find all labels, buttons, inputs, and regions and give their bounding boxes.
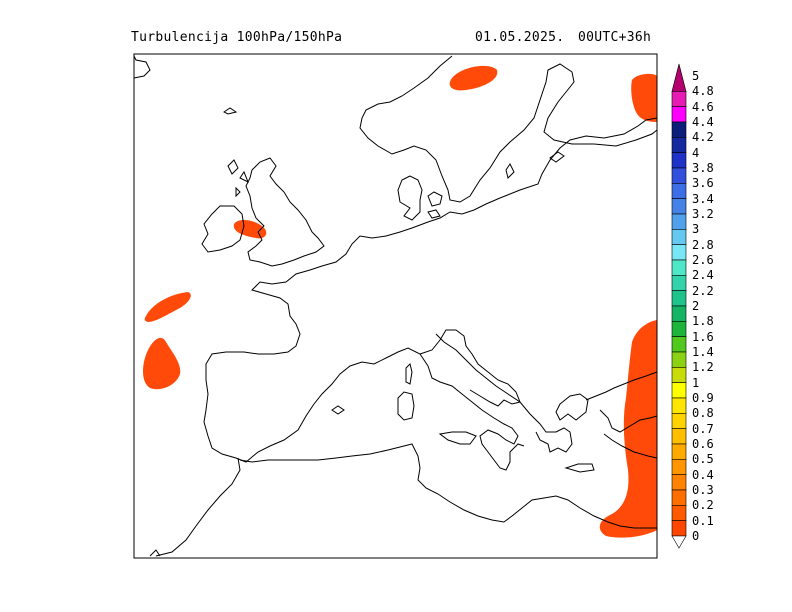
colorbar-band <box>671 351 687 368</box>
colorbar-band <box>671 367 687 383</box>
coast-hebrides <box>227 159 249 198</box>
map-frame <box>133 53 658 559</box>
colorbar <box>671 63 687 549</box>
colorbar-label: 2.2 <box>692 283 714 298</box>
colorbar-label: 1 <box>692 375 700 390</box>
coast-balkans <box>435 333 589 453</box>
colorbar-band <box>671 91 687 107</box>
colorbar-band <box>671 137 687 153</box>
colorbar-label: 0.4 <box>692 467 714 482</box>
colorbar-label: 3 <box>692 222 700 237</box>
colorbar-band <box>671 474 687 491</box>
colorbar-label: 2.6 <box>692 253 714 267</box>
coast-sardinia <box>397 391 415 421</box>
coast-ireland <box>201 205 245 253</box>
turbulence-area-baltic-east <box>631 73 657 122</box>
colorbar-band <box>671 489 687 506</box>
colorbar-label: 3.6 <box>692 176 714 191</box>
colorbar-band <box>671 259 687 276</box>
colorbar-band <box>671 459 687 475</box>
coast-italy <box>419 329 521 407</box>
colorbar-label: 1.8 <box>692 314 714 329</box>
colorbar-band <box>671 213 687 230</box>
turbulence-area-atlantic-north <box>144 292 191 322</box>
colorbar-band <box>671 229 687 245</box>
colorbar-label: 2.4 <box>692 268 714 283</box>
coast-north-africa <box>155 443 657 557</box>
coast-aegean-turkey <box>585 371 658 459</box>
colorbar-band <box>671 275 687 291</box>
turbulence-areas <box>143 65 657 538</box>
colorbar-label: 0.7 <box>692 421 714 436</box>
colorbar-label: 0 <box>692 529 700 543</box>
colorbar-label: 3.2 <box>692 207 714 221</box>
colorbar-label: 0.3 <box>692 483 714 497</box>
colorbar-band <box>671 443 687 460</box>
coast-france-iberia <box>203 235 525 471</box>
coast-sicily <box>438 431 477 445</box>
colorbar-label: 0.5 <box>692 452 714 467</box>
colorbar-label: 5 <box>692 69 700 83</box>
forecast-date: 01.05.2025. <box>475 30 565 45</box>
colorbar-band <box>671 121 687 138</box>
coast-denmark <box>397 175 423 221</box>
colorbar-band <box>671 305 687 322</box>
turbulence-area-atlantic-south <box>143 337 181 390</box>
colorbar-band <box>671 428 687 445</box>
colorbar-band <box>671 244 687 261</box>
coast-corsica <box>405 363 413 385</box>
colorbar-label: 0.1 <box>692 513 714 528</box>
colorbar-label: 3.8 <box>692 161 714 175</box>
coast-crete <box>564 463 595 473</box>
chart-title: Turbulencija 100hPa/150hPa <box>131 30 343 45</box>
colorbar-band <box>671 321 687 337</box>
colorbar-label: 4.8 <box>692 84 714 99</box>
colorbar-band <box>671 106 687 123</box>
colorbar-label: 1.2 <box>692 360 714 375</box>
colorbar-band <box>671 198 687 215</box>
colorbar-label: 0.6 <box>692 437 714 451</box>
colorbar-label: 0.2 <box>692 498 714 513</box>
coastlines <box>133 55 658 557</box>
coast-norway-north <box>133 55 151 79</box>
colorbar-label: 1.6 <box>692 329 714 344</box>
colorbar-label: 2 <box>692 299 700 313</box>
colorbar-under-triangle <box>671 535 687 549</box>
colorbar-band <box>671 183 687 199</box>
colorbar-band <box>671 167 687 184</box>
coast-gotland <box>505 163 515 179</box>
colorbar-band <box>671 505 687 521</box>
colorbar-band <box>671 290 687 307</box>
colorbar-label: 2.8 <box>692 237 714 252</box>
coast-canary <box>149 549 161 557</box>
turbulence-area-scandinavia <box>449 65 498 91</box>
colorbar-label: 4.2 <box>692 130 714 145</box>
colorbar-label: 4.6 <box>692 99 714 114</box>
forecast-run: 00UTC+36h <box>578 30 652 45</box>
turbulence-area-east-med <box>599 320 657 538</box>
colorbar-band <box>671 413 687 429</box>
coast-great-britain <box>245 157 325 267</box>
colorbar-label: 3.4 <box>692 191 714 206</box>
colorbar-band <box>671 336 687 353</box>
colorbar-band <box>671 382 687 399</box>
colorbar-label: 4 <box>692 145 700 160</box>
coast-saaremaa <box>549 151 565 163</box>
colorbar-band <box>671 397 687 414</box>
colorbar-label: 0.9 <box>692 391 714 405</box>
coast-danish-islands <box>427 191 443 219</box>
colorbar-label: 4.4 <box>692 115 714 129</box>
colorbar-band <box>671 63 687 92</box>
coast-faroe <box>223 107 238 115</box>
colorbar-band <box>671 152 687 169</box>
colorbar-band <box>671 520 687 537</box>
colorbar-label: 0.8 <box>692 406 714 421</box>
colorbar-label: 1.4 <box>692 345 714 359</box>
coast-baltic-east <box>385 117 658 237</box>
coast-balearics <box>331 405 345 415</box>
coast-scandinavia <box>359 55 658 203</box>
